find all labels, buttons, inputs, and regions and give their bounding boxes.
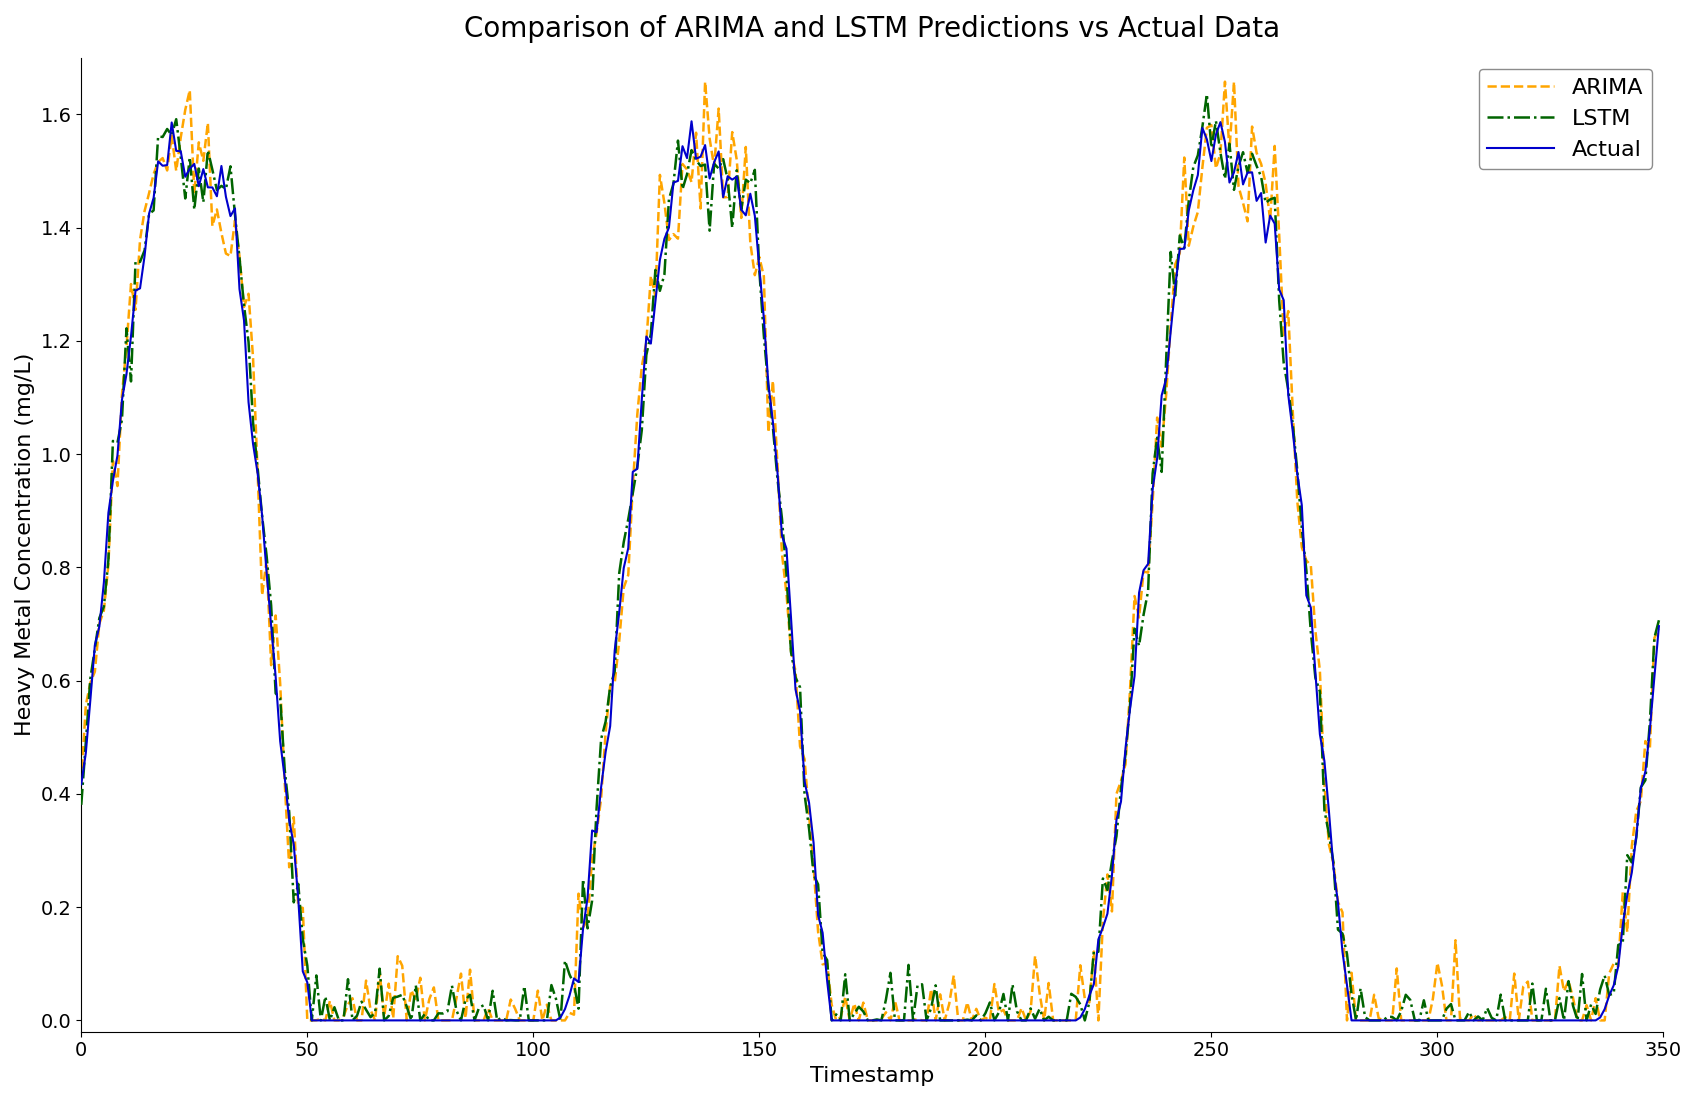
ARIMA (803, 860, 823, 873)
LSTM (1006, 1005, 1027, 1018)
LSTM (496, 1014, 516, 1027)
Actual (71, 777, 92, 791)
ARIMA (71, 775, 92, 788)
ARIMA (496, 1014, 516, 1027)
ARIMA (1215, 75, 1235, 88)
ARIMA (916, 1014, 937, 1027)
Actual (1636, 765, 1656, 778)
Actual (496, 1014, 516, 1027)
LSTM (803, 869, 823, 882)
Line: Actual: Actual (81, 121, 1660, 1021)
Actual (921, 1014, 942, 1027)
Legend: ARIMA, LSTM, Actual: ARIMA, LSTM, Actual (1478, 69, 1653, 168)
X-axis label: Timestamp: Timestamp (809, 1066, 935, 1086)
Y-axis label: Heavy Metal Concentration (mg/L): Heavy Metal Concentration (mg/L) (15, 353, 36, 737)
Title: Comparison of ARIMA and LSTM Predictions vs Actual Data: Comparison of ARIMA and LSTM Predictions… (465, 15, 1281, 43)
Actual (1011, 1014, 1032, 1027)
LSTM (1196, 88, 1217, 101)
ARIMA (1590, 1014, 1610, 1027)
LSTM (71, 798, 92, 811)
ARIMA (297, 1014, 317, 1027)
ARIMA (1006, 1014, 1027, 1027)
Actual (682, 115, 703, 128)
ARIMA (1649, 622, 1670, 635)
ARIMA (1636, 734, 1656, 748)
Actual (302, 1014, 322, 1027)
LSTM (302, 1014, 322, 1027)
LSTM (1636, 774, 1656, 787)
Actual (1590, 1011, 1610, 1024)
Actual (808, 908, 828, 922)
LSTM (1649, 613, 1670, 626)
Actual (1649, 620, 1670, 633)
Line: ARIMA: ARIMA (81, 81, 1660, 1021)
LSTM (916, 1014, 937, 1027)
LSTM (1590, 983, 1610, 996)
Line: LSTM: LSTM (81, 95, 1660, 1021)
